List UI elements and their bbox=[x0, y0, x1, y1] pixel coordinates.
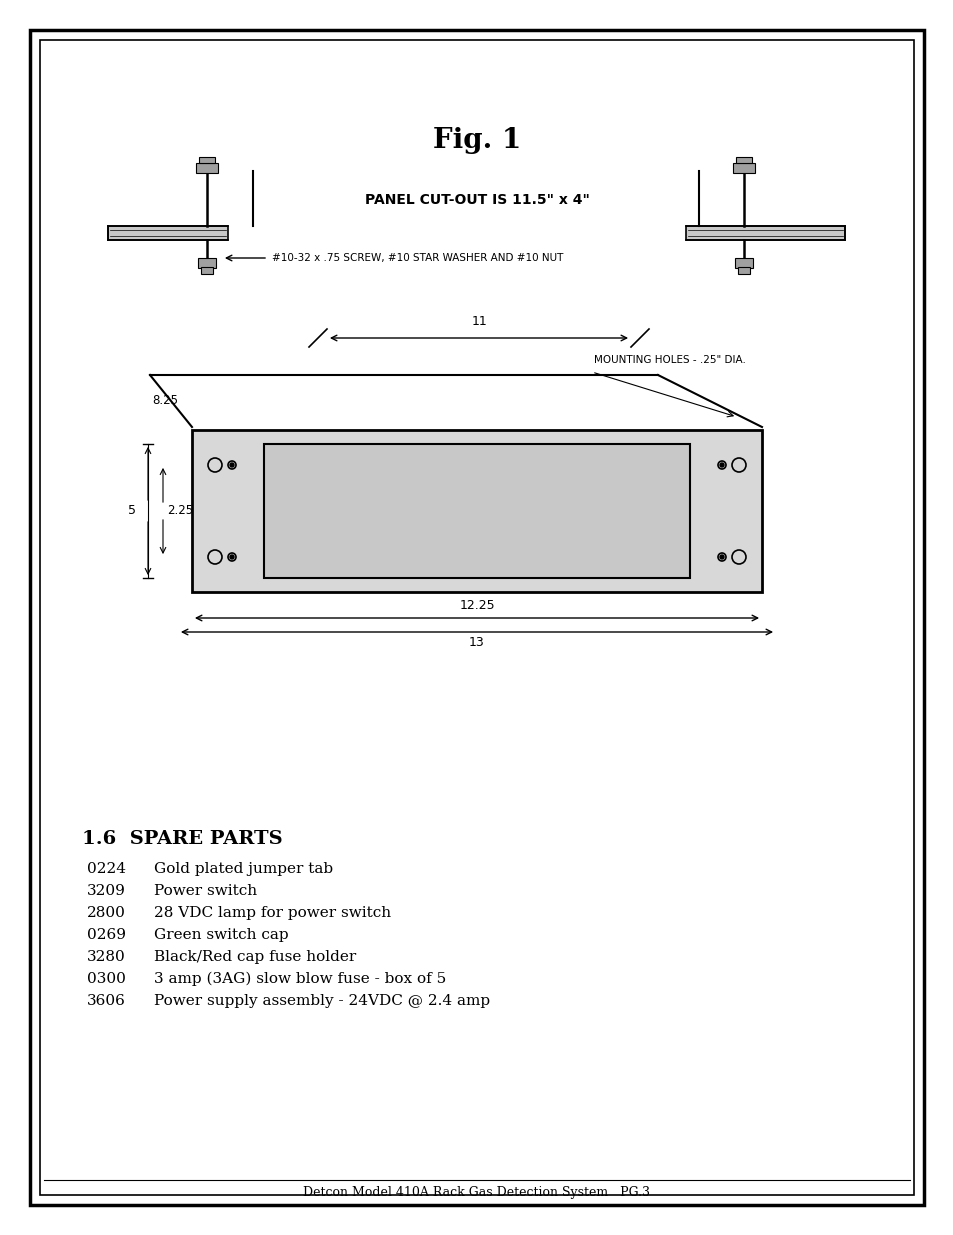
Text: 13: 13 bbox=[469, 636, 484, 650]
Text: 12.25: 12.25 bbox=[458, 599, 495, 613]
Text: MOUNTING HOLES - .25" DIA.: MOUNTING HOLES - .25" DIA. bbox=[594, 354, 745, 366]
Bar bbox=[192, 430, 761, 592]
Text: 3606: 3606 bbox=[87, 994, 126, 1008]
Bar bbox=[195, 163, 218, 173]
Text: 28 VDC lamp for power switch: 28 VDC lamp for power switch bbox=[153, 906, 391, 920]
Text: Detcon Model 410A Rack Gas Detection System   PG.3: Detcon Model 410A Rack Gas Detection Sys… bbox=[303, 1186, 650, 1199]
Text: 2800: 2800 bbox=[87, 906, 126, 920]
Bar bbox=[732, 163, 754, 173]
Text: Black/Red cap fuse holder: Black/Red cap fuse holder bbox=[153, 950, 355, 965]
Bar bbox=[735, 157, 751, 163]
Text: 8.25: 8.25 bbox=[152, 394, 178, 406]
Circle shape bbox=[720, 463, 723, 467]
Bar bbox=[264, 445, 689, 578]
Bar bbox=[228, 225, 685, 241]
Bar bbox=[108, 226, 844, 240]
Bar bbox=[198, 258, 215, 268]
Bar bbox=[738, 267, 749, 274]
Text: 3209: 3209 bbox=[87, 884, 126, 898]
Bar bbox=[734, 258, 752, 268]
Text: 1.6  SPARE PARTS: 1.6 SPARE PARTS bbox=[82, 830, 282, 848]
Text: 3280: 3280 bbox=[87, 950, 126, 965]
Bar bbox=[199, 157, 214, 163]
Text: 0269: 0269 bbox=[87, 927, 126, 942]
Bar bbox=[201, 267, 213, 274]
Text: 3 amp (3AG) slow blow fuse - box of 5: 3 amp (3AG) slow blow fuse - box of 5 bbox=[153, 972, 446, 987]
Circle shape bbox=[720, 555, 723, 559]
Text: PANEL CUT-OUT IS 11.5" x 4": PANEL CUT-OUT IS 11.5" x 4" bbox=[364, 193, 589, 207]
Text: 5: 5 bbox=[128, 505, 136, 517]
Text: #10-32 x .75 SCREW, #10 STAR WASHER AND #10 NUT: #10-32 x .75 SCREW, #10 STAR WASHER AND … bbox=[272, 253, 563, 263]
Text: Power switch: Power switch bbox=[153, 884, 257, 898]
Text: Fig. 1: Fig. 1 bbox=[433, 126, 520, 153]
Text: 0300: 0300 bbox=[87, 972, 126, 986]
Text: 11: 11 bbox=[472, 315, 487, 329]
Text: Gold plated jumper tab: Gold plated jumper tab bbox=[153, 862, 333, 876]
Text: Power supply assembly - 24VDC @ 2.4 amp: Power supply assembly - 24VDC @ 2.4 amp bbox=[153, 994, 490, 1008]
Circle shape bbox=[230, 555, 233, 559]
Text: 2.25: 2.25 bbox=[167, 505, 193, 517]
Text: Green switch cap: Green switch cap bbox=[153, 927, 289, 942]
Circle shape bbox=[230, 463, 233, 467]
Text: 0224: 0224 bbox=[87, 862, 126, 876]
